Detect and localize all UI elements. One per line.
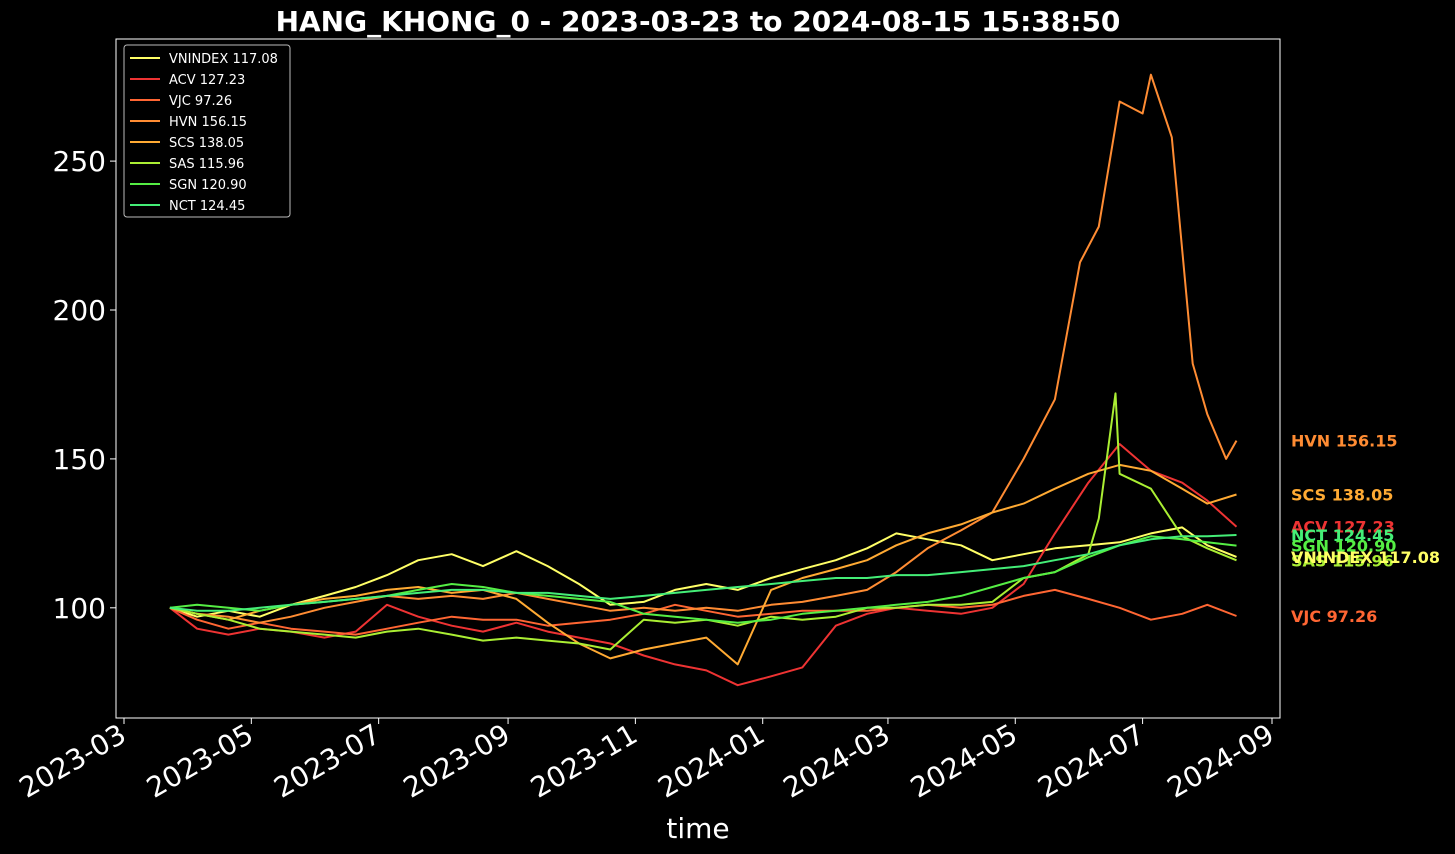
x-axis-label: time [666,812,729,845]
x-tick-label: 2024-03 [778,717,896,804]
legend-label-hvn: HVN 156.15 [169,115,247,130]
series-line-scs [169,463,1237,666]
end-label: VNINDEX 117.08 [1291,548,1440,567]
x-tick-label: 2023-05 [141,717,259,804]
series-lines [169,73,1238,687]
y-axis: 100 150 200 250 [53,145,116,625]
x-tick-label: 2023-11 [525,717,643,804]
legend-label-vnindex: VNINDEX 117.08 [169,52,278,67]
x-tick-label: 2024-09 [1162,717,1280,804]
end-label: HVN 156.15 [1291,432,1397,451]
end-label: SCS 138.05 [1291,485,1393,504]
x-axis: 2023-03 2023-05 2023-07 2023-09 2023-11 2024-… [14,717,1280,804]
x-tick-label: 2024-01 [652,717,770,804]
series-line-acv [169,443,1238,687]
legend-label-scs: SCS 138.05 [169,136,244,151]
legend-label-vjc: VJC 97.26 [169,94,232,109]
x-tick-label: 2023-09 [398,717,516,804]
plot-frame [115,38,1281,719]
series-line-vnindex [169,526,1237,618]
legend-label-nct: NCT 124.45 [169,199,245,214]
legend-label-sas: SAS 115.96 [169,157,244,172]
y-tick-label: 150 [53,443,106,476]
end-label: VJC 97.26 [1291,607,1377,626]
series-line-vjc [169,588,1237,636]
legend-label-acv: ACV 127.23 [169,73,245,88]
legend-box [123,44,291,218]
legend: VNINDEX 117.08 ACV 127.23 VJC 97.26 HVN 156… [123,44,291,218]
x-tick-label: 2024-05 [905,717,1023,804]
series-line-nct [169,534,1237,612]
series-line-sas [169,392,1237,651]
end-label: SGN 120.90 [1291,537,1396,556]
end-label: ACV 127.23 [1291,518,1395,537]
series-line-hvn [169,73,1238,624]
y-tick-label: 100 [53,592,106,625]
x-tick-label: 2023-07 [268,717,386,804]
legend-label-sgn: SGN 120.90 [169,178,247,193]
y-tick-label: 200 [53,294,106,327]
x-tick-label: 2024-07 [1032,717,1150,804]
y-tick-label: 250 [53,145,106,178]
end-label: NCT 124.45 [1291,526,1394,545]
chart-title: HANG_KHONG_0 - 2023-03-23 to 2024-08-15 … [276,5,1121,38]
x-tick-label: 2023-03 [14,717,132,804]
end-label: SAS 115.96 [1291,551,1394,570]
